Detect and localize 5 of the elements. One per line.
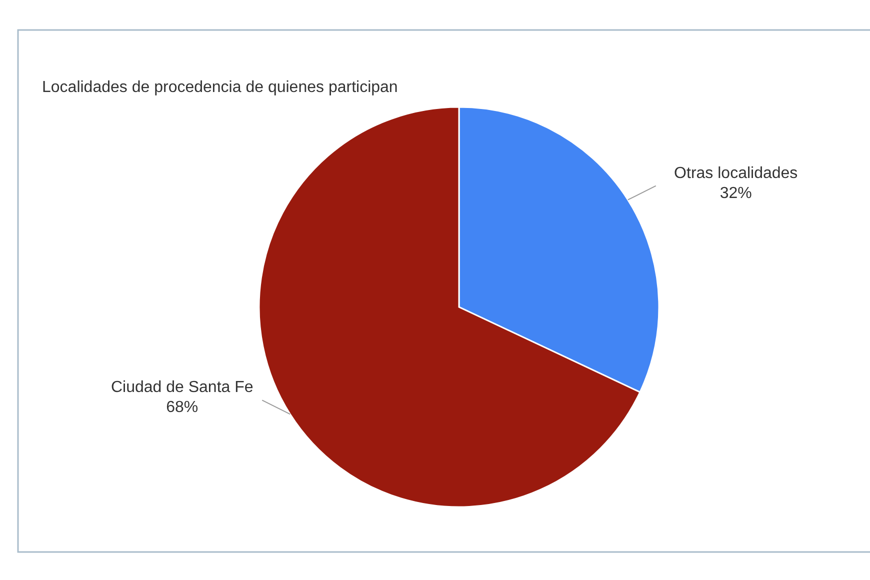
data-label: 68% bbox=[166, 399, 198, 416]
slice-label: Ciudad de Santa Fe bbox=[110, 379, 254, 396]
slice-label: Otras localidades bbox=[674, 164, 798, 182]
chart-title: Localidades de procedencia de quienes participan bbox=[42, 79, 398, 96]
data-label: 32% bbox=[720, 184, 752, 202]
